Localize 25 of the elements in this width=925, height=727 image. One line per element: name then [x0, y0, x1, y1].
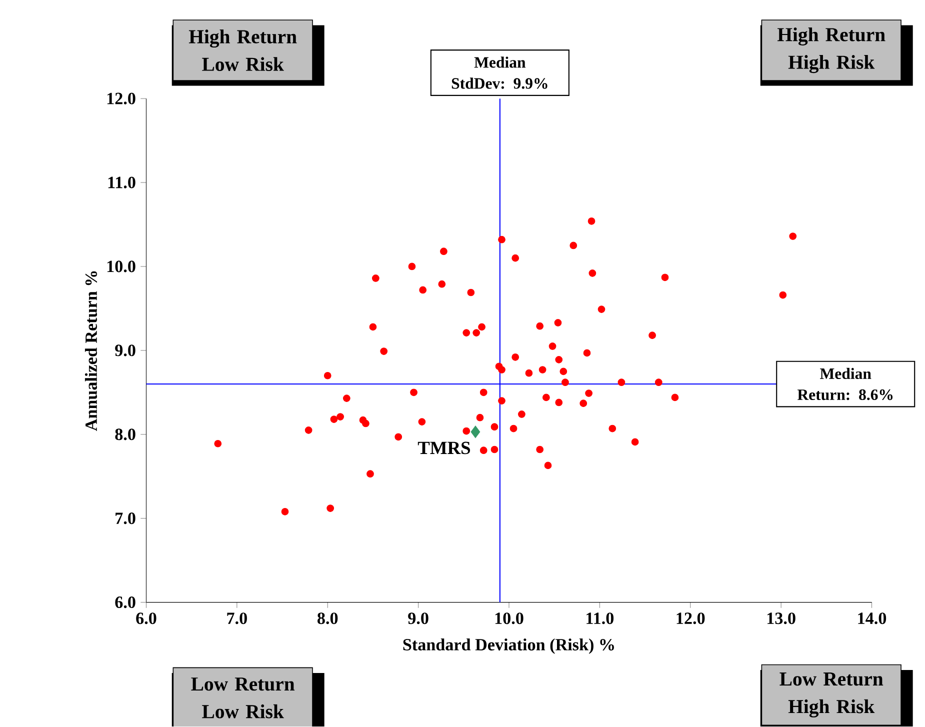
y-axis-title: Annualized Return %: [84, 272, 98, 432]
ref-line-label: Median Return: 8.6%: [797, 368, 893, 400]
x-tick-label: 10.0: [495, 612, 524, 624]
y-tick-label: 11.0: [108, 176, 136, 189]
x-axis-title: Standard Deviation (Risk) %: [403, 638, 614, 654]
ref-line-label: Median StdDev: 9.9%: [452, 56, 548, 90]
series-label: TMRS: [418, 442, 470, 454]
x-tick-label: 7.0: [227, 612, 247, 624]
y-tick-label: 6.0: [115, 596, 136, 608]
x-tick-label: 13.0: [767, 612, 796, 624]
x-tick-label: 14.0: [858, 612, 886, 624]
x-tick-label: 11.0: [586, 612, 614, 624]
y-tick-label: 8.0: [115, 428, 136, 440]
y-tick-label: 7.0: [116, 512, 136, 524]
x-tick-label: 12.0: [676, 612, 705, 624]
text: Low Return High Risk: [780, 672, 884, 718]
y-tick-label: 10.0: [107, 260, 136, 273]
x-tick-label: 8.0: [318, 612, 338, 624]
text: High Return Low Risk: [188, 30, 297, 72]
y-tick-label: 9.0: [115, 344, 136, 356]
x-tick-label: 9.0: [408, 612, 428, 624]
y-tick-label: 12.0: [107, 93, 136, 105]
x-tick-label: 6.0: [136, 612, 156, 624]
text: High Return High Risk: [777, 28, 886, 74]
text: Low Return Low Risk: [191, 678, 295, 719]
